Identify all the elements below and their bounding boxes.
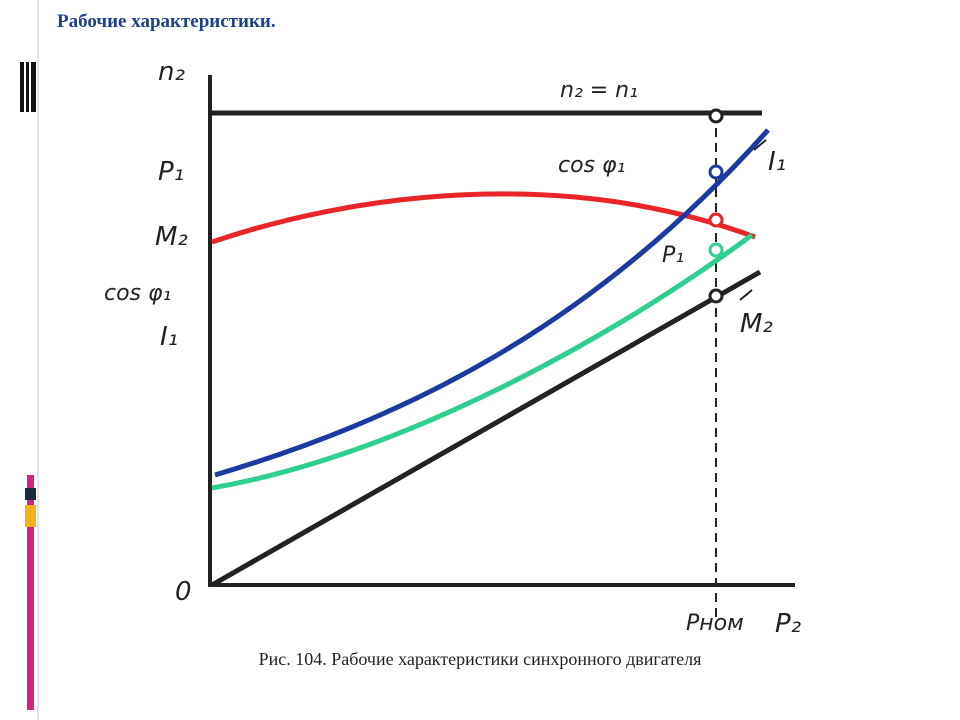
x-label: P₂ [775,609,801,639]
curve-label: cos φ₁ [558,153,625,178]
y-label: cos φ₁ [104,281,171,306]
curve-label: M₂ [740,309,773,339]
i1-curve [214,128,770,478]
caption: Рис. 104. Рабочие характеристики синхрон… [259,649,702,669]
curve-label: I₁ [768,147,786,177]
x-label: Pном [686,611,744,636]
y-label: I₁ [160,322,178,352]
decor-block [25,505,36,527]
curve-label: P₁ [662,243,684,268]
y-label: M₂ [155,222,188,252]
point [708,242,724,258]
m2-line [210,269,762,588]
decor-bar [27,475,34,710]
curve-label: n₂ = n₁ [560,78,638,103]
decor-stripes [20,62,36,112]
point [708,164,724,180]
leader [739,289,753,301]
point [708,212,724,228]
slide-title: Рабочие характеристики. [57,11,276,32]
decor-block [25,488,36,500]
p1-curve [211,232,754,491]
point [708,108,724,124]
cos-curve [211,191,756,245]
y-label: n₂ [158,57,185,87]
origin-label: 0 [175,577,192,607]
diagram: n₂ P₁ M₂ cos φ₁ I₁ 0 Pном P₂ n₂ = n₁ cos… [104,57,801,639]
y-label: P₁ [158,157,184,187]
leader [753,139,767,151]
point [708,288,724,304]
